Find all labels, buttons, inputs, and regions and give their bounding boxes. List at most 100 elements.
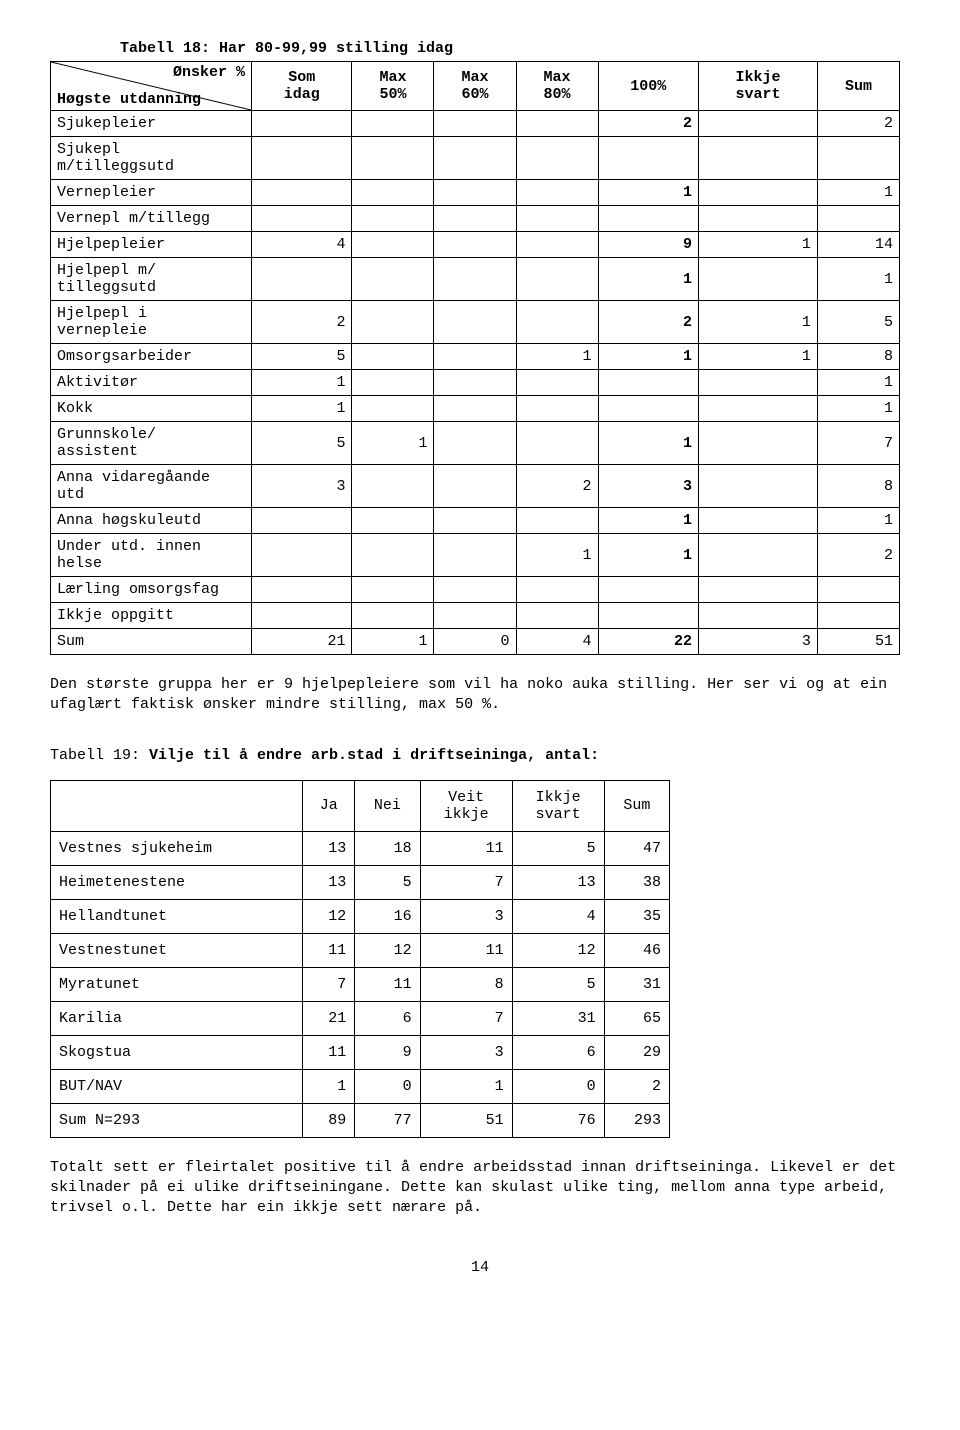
table-row-label: Grunnskole/ assistent [51, 422, 252, 465]
table-cell [516, 258, 598, 301]
table-cell [516, 232, 598, 258]
table-cell: 5 [512, 831, 604, 865]
table-cell: 12 [303, 899, 355, 933]
table19-col-header: Nei [355, 780, 420, 831]
table-row-label: Vernepleier [51, 180, 252, 206]
table-cell [252, 111, 352, 137]
table-cell [698, 258, 817, 301]
table-cell: 31 [604, 967, 669, 1001]
table-cell: 6 [512, 1035, 604, 1069]
table-cell: 65 [604, 1001, 669, 1035]
table-cell [352, 396, 434, 422]
table-cell [698, 603, 817, 629]
table-cell: 18 [355, 831, 420, 865]
table-cell: 14 [817, 232, 899, 258]
table18-col-header: Max50% [352, 62, 434, 111]
table19-title: Tabell 19: Vilje til å endre arb.stad i … [50, 746, 900, 766]
table19-col-header: Veitikkje [420, 780, 512, 831]
table-cell: 1 [303, 1069, 355, 1103]
table-row-label: Sjukepl m/tilleggsutd [51, 137, 252, 180]
table-cell: 7 [420, 1001, 512, 1035]
table-cell: 0 [355, 1069, 420, 1103]
table-cell [516, 370, 598, 396]
table-cell: 7 [420, 865, 512, 899]
table-cell: 3 [252, 465, 352, 508]
table-cell [352, 508, 434, 534]
table-cell: 7 [817, 422, 899, 465]
table-cell: 21 [252, 629, 352, 655]
table-cell: 2 [604, 1069, 669, 1103]
table19-col-header: Ikkjesvart [512, 780, 604, 831]
table-cell [698, 206, 817, 232]
table-cell: 1 [598, 258, 698, 301]
table-cell: 1 [817, 258, 899, 301]
table18-col-header: Sum [817, 62, 899, 111]
table-row-label: Anna vidaregåande utd [51, 465, 252, 508]
table-cell: 2 [817, 534, 899, 577]
table18-title: Tabell 18: Har 80-99,99 stilling idag [120, 40, 910, 57]
table-cell: 5 [252, 422, 352, 465]
table-cell: 5 [252, 344, 352, 370]
table-cell [698, 111, 817, 137]
table-cell [516, 180, 598, 206]
table18-diag-top: Ønsker % [173, 64, 245, 81]
table-cell [698, 180, 817, 206]
table-cell: 293 [604, 1103, 669, 1137]
table19-col-header: Ja [303, 780, 355, 831]
table-cell: 2 [252, 301, 352, 344]
table-cell: 11 [303, 933, 355, 967]
table-row-label: Kokk [51, 396, 252, 422]
table-row-label: Vestnestunet [51, 933, 303, 967]
table-cell: 8 [817, 465, 899, 508]
table-row-label: Hellandtunet [51, 899, 303, 933]
table-row-label: Aktivitør [51, 370, 252, 396]
table-cell: 51 [817, 629, 899, 655]
table-cell: 1 [598, 534, 698, 577]
table-cell [352, 577, 434, 603]
table-cell: 1 [698, 344, 817, 370]
table-cell [352, 370, 434, 396]
table-cell: 11 [303, 1035, 355, 1069]
table-row-label: Hjelpepl m/ tilleggsutd [51, 258, 252, 301]
table-cell [434, 232, 516, 258]
table-row-label: BUT/NAV [51, 1069, 303, 1103]
table-row-label: Sjukepleier [51, 111, 252, 137]
table-cell: 0 [434, 629, 516, 655]
table-cell [252, 534, 352, 577]
table18-col-header: Max60% [434, 62, 516, 111]
table-cell [598, 370, 698, 396]
table-cell [352, 301, 434, 344]
table-cell [598, 137, 698, 180]
table-row-label: Vernepl m/tillegg [51, 206, 252, 232]
table-cell [698, 508, 817, 534]
table18-col-header: Ikkjesvart [698, 62, 817, 111]
table18-diag-bottom: Høgste utdanning [57, 91, 201, 108]
table-row-label: Anna høgskuleutd [51, 508, 252, 534]
table-cell [598, 396, 698, 422]
table-cell: 1 [698, 301, 817, 344]
table-cell: 1 [516, 534, 598, 577]
table18-col-header: Somidag [252, 62, 352, 111]
table-cell [252, 577, 352, 603]
table-cell: 2 [817, 111, 899, 137]
table-cell [434, 258, 516, 301]
table-cell [352, 137, 434, 180]
page-number: 14 [50, 1259, 910, 1276]
table-cell: 3 [420, 1035, 512, 1069]
table-cell: 0 [512, 1069, 604, 1103]
table-cell: 5 [355, 865, 420, 899]
table-row-label: Omsorgsarbeider [51, 344, 252, 370]
table-cell [434, 534, 516, 577]
table18-corner: Ønsker % Høgste utdanning [51, 62, 252, 111]
table-cell: 89 [303, 1103, 355, 1137]
table-cell [516, 396, 598, 422]
table-cell [252, 603, 352, 629]
table-cell: 1 [516, 344, 598, 370]
table-cell [516, 206, 598, 232]
table-cell [434, 422, 516, 465]
table-cell [434, 301, 516, 344]
table-sum-label: Sum N=293 [51, 1103, 303, 1137]
table18: Ønsker % Høgste utdanning SomidagMax50%M… [50, 61, 900, 655]
table-cell: 13 [303, 831, 355, 865]
table-cell: 4 [512, 899, 604, 933]
